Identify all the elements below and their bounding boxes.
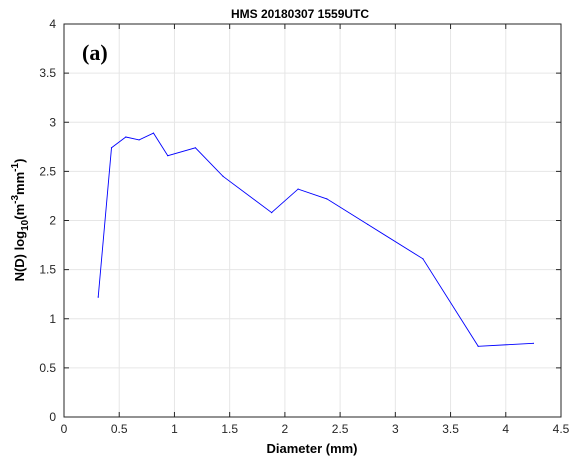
data-point xyxy=(152,132,155,134)
x-tick-label: 0.5 xyxy=(111,422,128,436)
x-tick-label: 4.5 xyxy=(553,422,570,436)
grid xyxy=(63,23,562,418)
data-point xyxy=(110,147,113,149)
data-point xyxy=(326,198,328,200)
data-point xyxy=(271,212,273,214)
data-point xyxy=(125,136,127,138)
y-tick-label: 0.5 xyxy=(39,361,56,375)
axis-ticks: 0 0.5 1 1.5 2 2.5 3 3.5 4 4.5 0 0.5 1 1.5 2 2.5 3 3.5 4 xyxy=(39,17,569,436)
data-point xyxy=(477,345,479,347)
data-point xyxy=(422,258,424,260)
panel-label: (a) xyxy=(82,40,108,65)
y-tick-label: 0 xyxy=(49,410,56,424)
series-group xyxy=(97,132,534,347)
x-tick-label: 3 xyxy=(392,422,399,436)
x-tick-label: 2.5 xyxy=(332,422,349,436)
y-tick-label: 1.5 xyxy=(39,263,56,277)
y-axis-label: N(D) log10(m-3mm-1) xyxy=(10,159,31,282)
data-point xyxy=(97,296,99,298)
series-line xyxy=(97,132,534,347)
y-tick-label: 2 xyxy=(49,214,56,228)
x-tick-label: 4 xyxy=(502,422,509,436)
data-point xyxy=(367,223,369,226)
data-point xyxy=(222,175,224,177)
y-tick-label: 2.5 xyxy=(39,164,56,178)
y-tick-label: 4 xyxy=(49,17,56,31)
data-point xyxy=(297,188,299,190)
data-point xyxy=(138,139,140,141)
y-tick-label: 3.5 xyxy=(39,66,56,80)
x-tick-label: 1 xyxy=(171,422,178,436)
y-tick-label: 3 xyxy=(49,115,56,129)
x-tick-label: 0 xyxy=(61,422,68,436)
x-tick-label: 3.5 xyxy=(442,422,459,436)
x-tick-label: 2 xyxy=(282,422,289,436)
data-point xyxy=(194,147,197,149)
x-axis-label: Diameter (mm) xyxy=(266,441,357,456)
chart-title: HMS 20180307 1559UTC xyxy=(231,7,369,21)
x-tick-label: 1.5 xyxy=(221,422,238,436)
data-point xyxy=(532,342,534,344)
y-tick-label: 1 xyxy=(49,312,56,326)
data-point xyxy=(167,155,169,157)
